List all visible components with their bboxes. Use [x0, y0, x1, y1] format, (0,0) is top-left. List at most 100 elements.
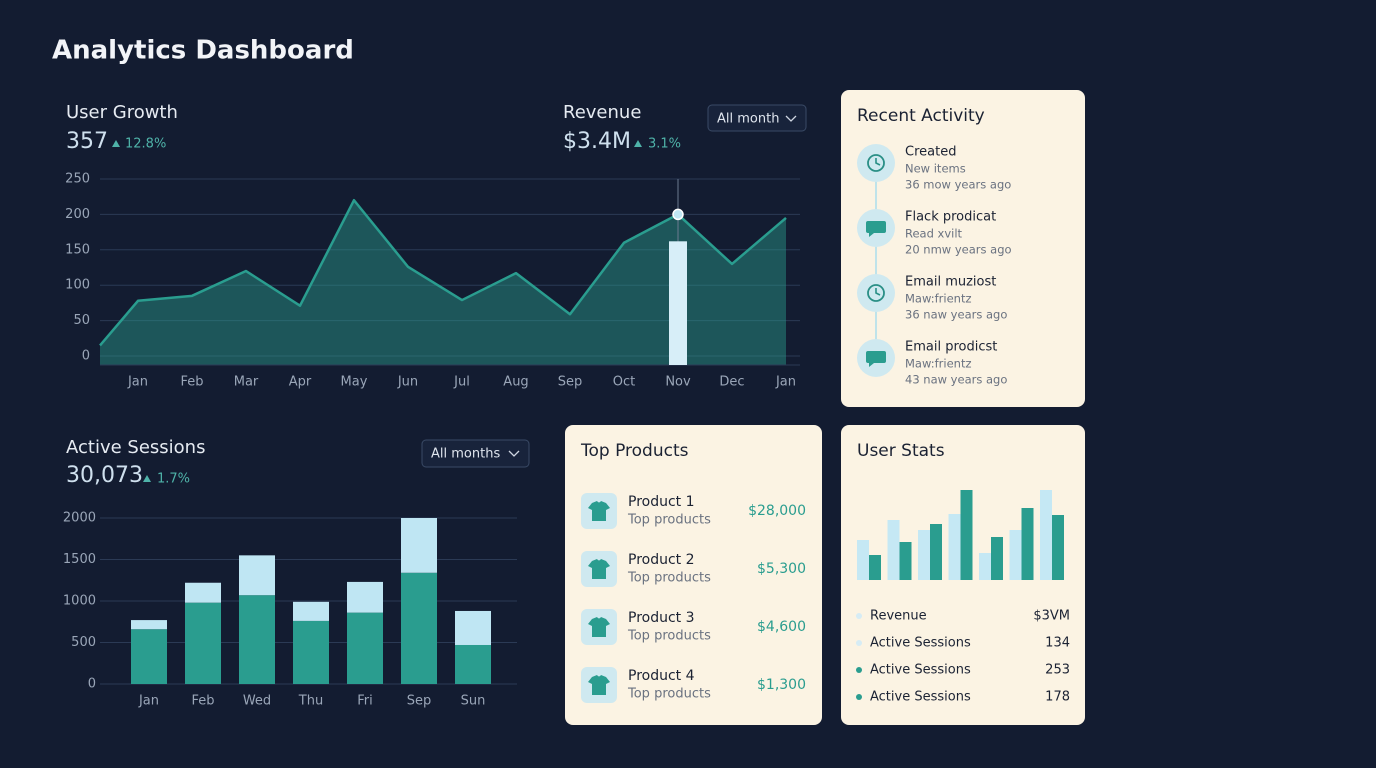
- bar-segment: [239, 555, 275, 596]
- filter-label[interactable]: All months: [431, 447, 500, 462]
- bar: [857, 540, 869, 580]
- x-tick-label: Sep: [407, 694, 432, 709]
- x-tick-label: Feb: [191, 694, 214, 709]
- x-tick-label: Mar: [234, 375, 259, 390]
- y-tick-label: 1500: [63, 552, 96, 567]
- product-price: $1,300: [757, 677, 806, 693]
- activity-detail: Maw:frientz: [905, 357, 972, 371]
- y-tick-label: 250: [65, 172, 90, 187]
- filter-box[interactable]: [707, 104, 807, 132]
- x-tick-label: Jan: [127, 375, 148, 390]
- stat-label: Active Sessions: [870, 663, 971, 678]
- bar: [930, 524, 942, 580]
- x-tick-label: Apr: [289, 375, 312, 390]
- shirt-icon: [588, 675, 610, 695]
- product-price: $5,300: [757, 561, 806, 577]
- bar-segment: [185, 602, 221, 684]
- activity-detail: New items: [905, 162, 966, 176]
- revenue-filter[interactable]: All month: [707, 104, 807, 132]
- chevron[interactable]: [785, 115, 797, 122]
- bar-segment: [293, 601, 329, 621]
- sessions-value: 30,073: [66, 463, 143, 488]
- y-tick-label: 0: [82, 349, 90, 364]
- bar-segment: [455, 610, 491, 645]
- y-tick-label: 2000: [63, 511, 96, 526]
- clock-icon: [867, 154, 885, 172]
- sessions-filter[interactable]: All months: [421, 439, 530, 468]
- legend-dot: [856, 667, 862, 673]
- x-tick-label: Nov: [665, 375, 691, 390]
- filter-box[interactable]: [421, 439, 530, 468]
- x-tick-label: Oct: [613, 375, 635, 390]
- product-price: $4,600: [757, 619, 806, 635]
- y-tick-label: 500: [71, 635, 96, 650]
- bar: [979, 553, 991, 580]
- y-tick-label: 150: [65, 242, 90, 257]
- bar: [887, 520, 900, 580]
- bar-segment: [401, 518, 437, 573]
- x-tick-label: Fri: [357, 694, 373, 709]
- stat-label: Active Sessions: [870, 636, 971, 651]
- bar: [948, 514, 961, 580]
- y-tick-label: 200: [65, 207, 90, 222]
- shirt-icon: [588, 559, 610, 579]
- bar-segment: [347, 581, 383, 613]
- chevron[interactable]: [508, 450, 520, 457]
- product-detail: Top products: [627, 571, 711, 586]
- card-title: Recent Activity: [857, 106, 985, 126]
- bar-segment: [131, 629, 167, 684]
- filter-label[interactable]: All month: [717, 112, 779, 127]
- products-card: [565, 425, 822, 725]
- user-growth-value: 357: [66, 129, 108, 154]
- page-title: Analytics Dashboard: [52, 36, 354, 66]
- x-tick-label: Feb: [180, 375, 203, 390]
- bar: [869, 555, 881, 580]
- y-tick-label: 50: [73, 313, 90, 328]
- bar-segment: [131, 620, 167, 630]
- y-tick-label: 0: [88, 677, 96, 692]
- card-title: Top Products: [580, 441, 689, 461]
- legend-dot: [856, 694, 862, 700]
- product-name: Product 3: [628, 610, 695, 626]
- revenue-value: $3.4M: [563, 129, 631, 154]
- stat-label: Active Sessions: [870, 690, 971, 705]
- highlight-point: [672, 208, 684, 221]
- chat-icon: [866, 221, 886, 237]
- stat-value: 253: [1045, 663, 1070, 678]
- x-tick-label: May: [341, 375, 368, 390]
- sessions-change: 1.7%: [157, 472, 190, 487]
- x-tick-label: Jan: [775, 375, 796, 390]
- x-tick-label: Aug: [503, 375, 528, 390]
- area-fill: [100, 200, 786, 365]
- up-arrow: [143, 475, 151, 482]
- product-price: $28,000: [748, 503, 806, 519]
- stat-value: $3VM: [1033, 609, 1070, 624]
- product-row[interactable]: Product 3 Top products $4,600: [581, 609, 806, 645]
- legend-dot: [856, 640, 862, 646]
- clock-hands: [875, 288, 881, 296]
- x-tick-label: Dec: [719, 375, 744, 390]
- user-growth-label: User Growth: [66, 102, 178, 123]
- product-name: Product 1: [628, 494, 695, 510]
- x-tick-label: Thu: [298, 694, 323, 709]
- activity-time: 20 nmw years ago: [905, 243, 1012, 257]
- bar: [991, 537, 1003, 580]
- chat-icon: [866, 351, 886, 367]
- product-name: Product 4: [628, 668, 695, 684]
- activity-title: Email muziost: [905, 275, 996, 290]
- activity-time: 43 naw years ago: [905, 373, 1007, 387]
- highlight-bar: [669, 241, 687, 365]
- x-tick-label: Wed: [243, 694, 271, 709]
- stat-value: 178: [1045, 690, 1070, 705]
- activity-title: Flack prodicat: [905, 210, 996, 225]
- product-row[interactable]: Product 4 Top products $1,300: [581, 667, 806, 703]
- clock-hands: [875, 158, 881, 166]
- line: [99, 198, 787, 347]
- activity-title: Created: [905, 145, 956, 160]
- product-detail: Top products: [627, 687, 711, 702]
- bar-segment: [347, 612, 383, 684]
- revenue-change: 3.1%: [648, 137, 681, 152]
- x-tick-label: Jan: [138, 694, 159, 709]
- product-row[interactable]: Product 1 Top products $28,000: [581, 493, 806, 529]
- product-row[interactable]: Product 2 Top products $5,300: [581, 551, 806, 587]
